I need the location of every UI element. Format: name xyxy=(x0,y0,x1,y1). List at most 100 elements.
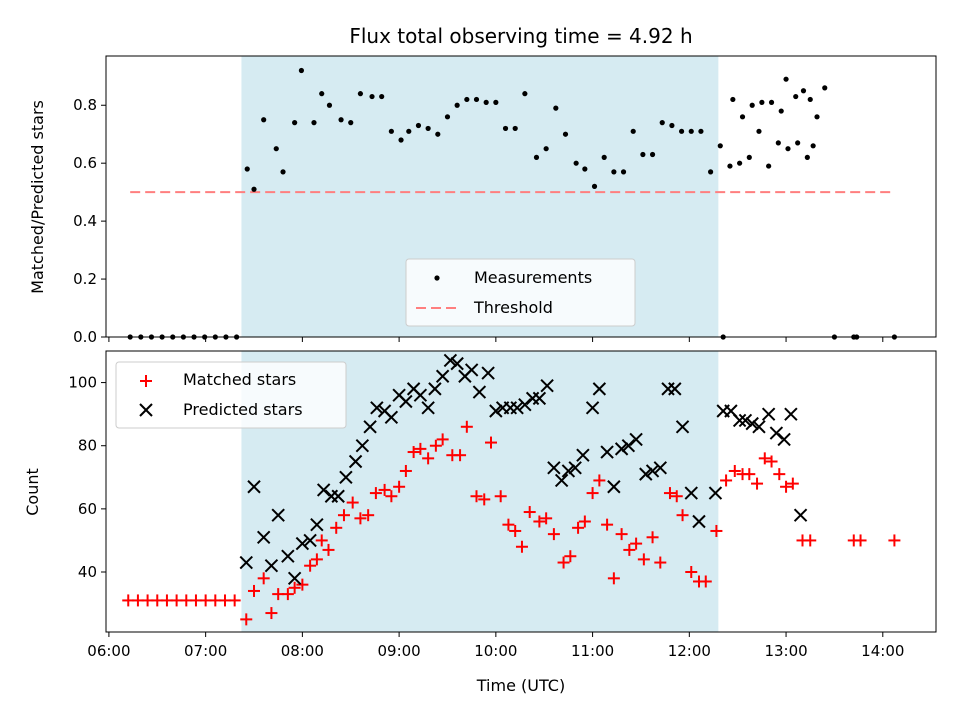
matched-star-marker xyxy=(804,534,817,547)
bottom-y-axis-label: Count xyxy=(23,468,42,516)
bottom-legend-box xyxy=(115,361,347,429)
measurement-point xyxy=(406,128,412,134)
predicted-star-marker xyxy=(745,416,759,431)
measurement-point xyxy=(415,122,422,129)
matched-star-marker xyxy=(586,487,599,500)
measurement-point xyxy=(698,128,704,134)
bottom-plot-frame xyxy=(105,350,937,633)
matched-star-marker xyxy=(460,420,473,433)
predicted-star-marker xyxy=(732,413,747,428)
predicted-star-marker xyxy=(621,439,636,453)
measurement-point xyxy=(473,96,480,103)
matched-star-marker xyxy=(623,543,636,556)
matched-star-marker xyxy=(346,496,359,509)
measurement-point xyxy=(348,120,354,126)
predicted-star-marker xyxy=(256,530,271,544)
predicted-star-marker xyxy=(239,555,253,570)
measurement-point xyxy=(425,125,431,132)
matched-star-marker xyxy=(888,534,901,547)
measurement-point xyxy=(766,163,772,169)
matched-star-marker xyxy=(564,550,577,563)
measurement-point xyxy=(483,99,489,105)
predicted-star-marker xyxy=(585,401,600,415)
matched-star-marker xyxy=(630,537,643,550)
predicted-star-marker xyxy=(450,356,464,371)
legend-measurements-marker xyxy=(434,275,440,281)
measurement-point xyxy=(244,166,250,172)
matched-star-marker xyxy=(330,521,343,534)
bottom-x-ticks: 06:00 07:00 08:00 09:00 10:00 11:00 12:00 13:00… xyxy=(87,632,904,660)
predicted-stars-points xyxy=(239,353,808,586)
predicted-star-marker xyxy=(363,420,377,434)
x-tick-label: 06:00 xyxy=(87,642,130,660)
predicted-star-marker xyxy=(752,420,766,434)
predicted-star-marker xyxy=(481,366,495,380)
predicted-star-marker xyxy=(287,571,302,586)
x-tick-label: 09:00 xyxy=(377,642,420,660)
measurement-point xyxy=(737,160,743,166)
top-x-ticks xyxy=(108,337,884,342)
measurement-point xyxy=(759,99,765,105)
measurement-point xyxy=(785,146,791,152)
predicted-star-marker xyxy=(472,385,487,399)
matched-star-marker xyxy=(393,480,406,493)
matched-star-marker xyxy=(728,464,741,477)
predicted-star-marker xyxy=(510,401,524,415)
matched-star-marker xyxy=(758,452,771,465)
measurement-point xyxy=(357,91,364,97)
matched-star-marker xyxy=(454,449,467,462)
top-legend: Measurements Threshold xyxy=(405,258,636,327)
matched-star-marker xyxy=(547,528,560,541)
x-tick-label: 12:00 xyxy=(668,642,711,660)
matched-stars-points xyxy=(122,420,901,626)
measurement-point xyxy=(369,93,375,100)
matched-star-marker xyxy=(854,534,867,547)
matched-star-marker xyxy=(540,512,553,525)
measurement-point xyxy=(582,166,588,172)
matched-star-marker xyxy=(637,553,650,566)
measurement-point xyxy=(640,151,646,158)
matched-star-marker xyxy=(699,575,712,588)
predicted-star-marker xyxy=(303,533,317,548)
top-panel: 0.0 0.2 0.4 0.6 0.8 Flux total observing tim… xyxy=(28,24,937,346)
measurement-point xyxy=(756,128,762,134)
measurement-points xyxy=(127,67,898,340)
predicted-star-marker xyxy=(629,432,643,447)
measurement-point xyxy=(814,114,820,120)
matched-star-marker xyxy=(422,452,435,465)
matched-star-marker xyxy=(399,464,412,477)
matched-star-marker xyxy=(385,490,398,503)
y-tick-label: 60 xyxy=(78,500,97,518)
measurement-point xyxy=(669,122,675,129)
measurement-point xyxy=(807,96,813,103)
predicted-star-marker xyxy=(271,508,285,522)
measurement-point xyxy=(512,125,518,132)
predicted-star-marker xyxy=(370,401,384,415)
matched-star-marker xyxy=(315,534,328,547)
predicted-star-marker xyxy=(561,464,576,478)
matched-star-marker xyxy=(470,490,483,503)
matched-star-marker xyxy=(515,540,528,553)
measurement-point xyxy=(311,120,317,126)
measurement-point xyxy=(379,93,385,100)
y-tick-label: 0.8 xyxy=(73,96,97,114)
measurement-point xyxy=(444,114,451,120)
x-tick-label: 14:00 xyxy=(861,642,904,660)
matched-star-marker xyxy=(773,468,786,481)
predicted-star-marker xyxy=(331,489,345,503)
predicted-star-marker xyxy=(645,464,660,478)
chart-title: Flux total observing time = 4.92 h xyxy=(349,24,692,48)
predicted-star-marker xyxy=(708,486,723,500)
predicted-star-marker xyxy=(777,432,791,447)
measurement-point xyxy=(319,91,325,97)
matched-star-marker xyxy=(615,528,628,541)
x-tick-label: 10:00 xyxy=(474,642,517,660)
predicted-star-marker xyxy=(540,379,554,393)
measurement-point xyxy=(730,96,736,103)
predicted-star-marker xyxy=(600,445,614,459)
predicted-star-marker xyxy=(281,549,295,563)
matched-star-marker xyxy=(593,474,606,487)
measurement-point xyxy=(810,143,816,149)
matched-star-marker xyxy=(281,588,294,601)
